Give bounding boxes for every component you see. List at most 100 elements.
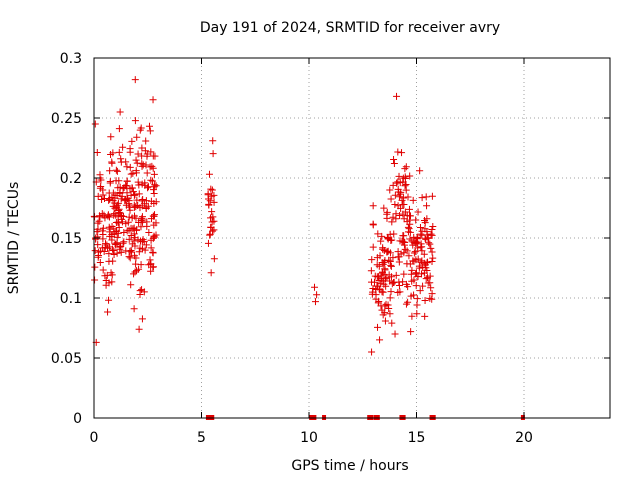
data-point: [395, 188, 403, 196]
data-point: [113, 233, 121, 241]
data-point: [419, 282, 427, 290]
data-point: [390, 160, 398, 168]
data-point: [105, 189, 113, 197]
data-point: [113, 167, 121, 175]
data-point: [135, 265, 143, 273]
data-point: [123, 177, 131, 185]
data-point: [379, 244, 387, 252]
data-point: [412, 269, 420, 277]
data-point: [132, 226, 140, 234]
data-point: [106, 232, 114, 240]
data-point: [428, 257, 436, 265]
data-point: [148, 215, 156, 223]
data-point: [423, 202, 431, 210]
grid-lines: [94, 58, 610, 418]
data-point: [389, 181, 397, 189]
data-point: [384, 235, 392, 243]
data-point: [205, 201, 213, 209]
data-point: [412, 216, 420, 224]
data-point: [401, 165, 409, 173]
data-point: [392, 271, 400, 279]
data-point: [99, 235, 107, 243]
data-point: [399, 210, 407, 218]
data-point: [388, 280, 396, 288]
data-point: [369, 202, 377, 210]
data-point: [207, 185, 215, 193]
data-point: [398, 196, 406, 204]
data-point: [429, 223, 437, 231]
data-point: [428, 192, 436, 200]
data-point: [368, 278, 376, 286]
data-point: [130, 237, 138, 245]
data-point: [132, 156, 140, 164]
data-point: [122, 220, 130, 228]
x-tick-label: 20: [515, 430, 533, 446]
data-point: [128, 184, 136, 192]
data-point: [116, 108, 124, 116]
data-point: [122, 201, 130, 209]
data-point: [369, 285, 377, 293]
data-point: [416, 287, 424, 295]
data-point: [126, 148, 134, 156]
data-point: [422, 193, 430, 201]
data-point: [107, 151, 115, 159]
data-point: [111, 204, 119, 212]
data-point: [152, 182, 160, 190]
data-point: [109, 246, 117, 254]
x-axis-label: GPS time / hours: [291, 458, 408, 474]
data-point: [117, 248, 125, 256]
data-point: [371, 272, 379, 280]
data-point: [138, 162, 146, 170]
data-point: [152, 219, 160, 227]
data-point: [207, 269, 215, 277]
data-point: [386, 186, 394, 194]
data-point: [396, 288, 404, 296]
data-point: [311, 298, 319, 306]
data-point: [414, 208, 422, 216]
data-point: [115, 177, 123, 185]
data-point: [149, 164, 157, 172]
data-point: [411, 248, 419, 256]
data-point: [378, 232, 386, 240]
data-point: [130, 270, 138, 278]
data-point: [376, 336, 384, 344]
data-point: [400, 241, 408, 249]
data-point: [391, 201, 399, 209]
data-point: [402, 280, 410, 288]
data-point: [405, 252, 413, 260]
data-point: [429, 254, 437, 262]
data-point: [127, 246, 135, 254]
data-point: [144, 184, 152, 192]
data-point: [401, 182, 409, 190]
y-tick-label: 0.25: [51, 111, 82, 127]
data-point: [394, 202, 402, 210]
data-point: [418, 243, 426, 251]
data-point: [93, 148, 101, 156]
data-point: [391, 330, 399, 338]
x-tick-label: 5: [197, 430, 206, 446]
data-point: [421, 219, 429, 227]
data-point: [128, 137, 136, 145]
data-point: [135, 248, 143, 256]
data-point: [120, 238, 128, 246]
data-point: [413, 295, 421, 303]
data-point: [143, 218, 151, 226]
data-point: [141, 147, 149, 155]
data-point: [127, 191, 135, 199]
y-tick-label: 0.05: [51, 351, 82, 367]
data-point: [133, 196, 141, 204]
data-point: [206, 231, 214, 239]
plot-frame: [93, 57, 611, 419]
data-point: [135, 190, 143, 198]
data-point: [125, 213, 133, 221]
axis-ticks: [93, 57, 610, 419]
data-point: [378, 259, 386, 267]
data-point: [135, 325, 143, 333]
data-point: [134, 178, 142, 186]
data-point: [99, 224, 107, 232]
data-point: [147, 267, 155, 275]
data-point: [116, 245, 124, 253]
data-point: [395, 281, 403, 289]
data-point: [380, 277, 388, 285]
data-point: [133, 133, 141, 141]
